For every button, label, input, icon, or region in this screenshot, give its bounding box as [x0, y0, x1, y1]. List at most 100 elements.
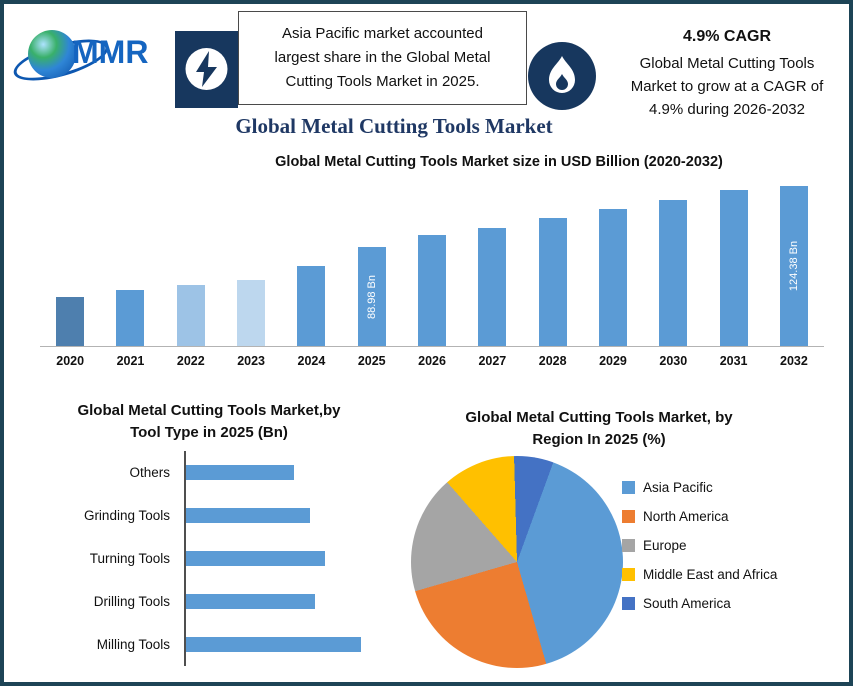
- bar-2030: [659, 200, 688, 346]
- tooltype-row: Drilling Tools: [42, 580, 398, 623]
- legend-item: South America: [622, 596, 777, 611]
- bar-column: [281, 176, 341, 346]
- bar-column: [161, 176, 221, 346]
- legend-label: North America: [643, 509, 729, 524]
- market-size-bars: 88.98 Bn 124.38 Bn: [40, 176, 824, 346]
- tooltype-bar: [186, 637, 361, 652]
- x-axis-label: 2030: [659, 354, 688, 368]
- legend-item: Asia Pacific: [622, 480, 777, 495]
- globe-icon: [28, 30, 76, 78]
- tooltype-label: Grinding Tools: [83, 508, 170, 523]
- mmr-logo: MMR: [9, 20, 172, 92]
- legend-label: Middle East and Africa: [643, 567, 778, 582]
- tooltype-track: [184, 494, 398, 537]
- bar-2020: [56, 297, 85, 346]
- x-axis-label: 2025: [357, 354, 386, 368]
- tooltype-bar: [186, 594, 315, 609]
- bar-column: [221, 176, 281, 346]
- bar-2031: [719, 190, 748, 346]
- legend-swatch: [622, 539, 635, 552]
- x-axis-label: 2024: [297, 354, 326, 368]
- x-axis-label: 2021: [116, 354, 145, 368]
- highlight-text: Asia Pacific market accounted largest sh…: [274, 25, 491, 90]
- tooltype-bar: [186, 465, 294, 480]
- bar-value-label: 124.38 Bn: [787, 240, 800, 292]
- brand-name: MMR: [72, 34, 149, 70]
- bar-column: [402, 176, 462, 346]
- bar-column: [583, 176, 643, 346]
- bar-2024: [297, 266, 326, 346]
- bar-column: [100, 176, 160, 346]
- bar-2023: [237, 280, 266, 346]
- tooltype-row: Others: [42, 451, 398, 494]
- bar-column: 124.38 Bn: [764, 176, 824, 346]
- market-size-chart: 88.98 Bn 124.38 Bn 2020 2021 2022 2023 2024 20…: [40, 176, 824, 376]
- tooltype-track: [184, 537, 398, 580]
- cagr-text: Global Metal Cutting Tools Market to gro…: [630, 55, 824, 118]
- bar-column: [643, 176, 703, 346]
- tooltype-track: [184, 580, 398, 623]
- bar-2022: [176, 285, 205, 346]
- bar-2025: 88.98 Bn: [357, 247, 386, 346]
- bar-2021: [116, 290, 145, 346]
- tooltype-track: [184, 623, 398, 666]
- market-size-xlabels: 2020 2021 2022 2023 2024 2025 2026 2027 2028 2029…: [40, 354, 824, 368]
- tooltype-label: Milling Tools: [96, 637, 170, 652]
- page-title: Global Metal Cutting Tools Market: [235, 114, 553, 138]
- x-axis-label: 2023: [237, 354, 265, 368]
- tooltype-row: Turning Tools: [42, 537, 398, 580]
- flame-badge: [528, 42, 596, 110]
- lightning-icon: [185, 48, 228, 90]
- bar-column: [462, 176, 522, 346]
- bar-value-label: 88.98 Bn: [365, 274, 378, 319]
- legend-label: Europe: [643, 538, 687, 553]
- lightning-tile: [175, 31, 238, 108]
- x-axis-label: 2022: [176, 354, 205, 368]
- x-axis-label: 2031: [719, 354, 748, 368]
- legend-label: Asia Pacific: [643, 480, 713, 495]
- legend-item: North America: [622, 509, 777, 524]
- cagr-block: 4.9% CAGR Global Metal Cutting Tools Mar…: [602, 28, 849, 121]
- tooltype-label: Turning Tools: [89, 551, 170, 566]
- x-axis-label: 2029: [599, 354, 627, 368]
- tooltype-rows: Others Grinding Tools Turning Tools Drillin…: [42, 451, 398, 666]
- bar-2029: [598, 209, 627, 346]
- x-axis-label: 2032: [780, 354, 808, 368]
- x-axis-label: 2028: [538, 354, 567, 368]
- bar-column: [40, 176, 100, 346]
- market-size-chart-title: Global Metal Cutting Tools Market size i…: [275, 154, 723, 170]
- tooltype-chart-title: Global Metal Cutting Tools Market,by Too…: [77, 402, 341, 441]
- bar-2026: [418, 235, 447, 346]
- tooltype-track: [184, 451, 398, 494]
- region-chart-title: Global Metal Cutting Tools Market, by Re…: [465, 409, 733, 448]
- tooltype-bar: [186, 551, 325, 566]
- tooltype-bar: [186, 508, 310, 523]
- legend-label: South America: [643, 596, 731, 611]
- tooltype-row: Grinding Tools: [42, 494, 398, 537]
- legend-item: Middle East and Africa: [622, 567, 777, 582]
- x-axis-line: [40, 346, 824, 347]
- bar-2028: [538, 218, 567, 346]
- highlight-box: Asia Pacific market accounted largest sh…: [238, 11, 527, 105]
- tooltype-row: Milling Tools: [42, 623, 398, 666]
- x-axis-label: 2026: [418, 354, 446, 368]
- legend-swatch: [622, 597, 635, 610]
- bar-2032: 124.38 Bn: [779, 186, 808, 346]
- cagr-title: 4.9% CAGR: [682, 28, 772, 45]
- x-axis-label: 2020: [56, 354, 85, 368]
- bar-2027: [478, 228, 507, 346]
- x-axis-label: 2027: [478, 354, 507, 368]
- legend-item: Europe: [622, 538, 777, 553]
- region-legend: Asia Pacific North America Europe Middle Ea…: [622, 480, 777, 625]
- legend-swatch: [622, 481, 635, 494]
- legend-swatch: [622, 568, 635, 581]
- bar-column: [523, 176, 583, 346]
- tooltype-label: Drilling Tools: [93, 594, 170, 609]
- bar-column: 88.98 Bn: [342, 176, 402, 346]
- tooltype-label: Others: [129, 465, 170, 480]
- region-pie: [411, 456, 623, 668]
- bar-column: [703, 176, 763, 346]
- flame-icon: [549, 56, 575, 93]
- legend-swatch: [622, 510, 635, 523]
